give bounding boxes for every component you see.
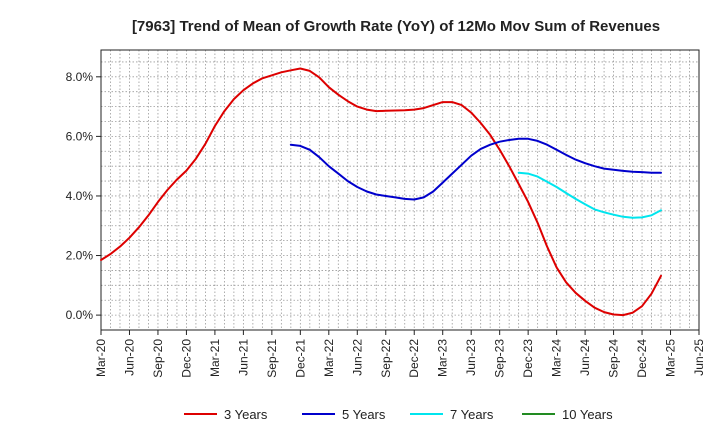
x-tick-label: Dec-24: [635, 339, 649, 378]
y-tick-label: 6.0%: [66, 129, 94, 143]
x-tick-label: Sep-22: [379, 339, 393, 378]
x-tick-label: Sep-23: [493, 339, 507, 378]
legend-item-7-years: 7 Years: [410, 407, 494, 422]
x-tick-label: Jun-23: [464, 339, 478, 376]
x-tick-label: Mar-22: [322, 339, 336, 377]
legend-label: 5 Years: [342, 407, 386, 422]
x-tick-label: Mar-24: [550, 339, 564, 377]
series-line-3-years: [100, 67, 662, 317]
x-tick-label: Jun-20: [122, 339, 136, 376]
legend: 3 Years 5 Years 7 Years 10 Years: [184, 407, 613, 422]
x-tick-label: Mar-20: [94, 339, 108, 377]
y-axis: 0.0% 2.0% 4.0% 6.0% 8.0%: [66, 70, 101, 322]
y-tick-label: 8.0%: [66, 70, 94, 84]
grid: [101, 50, 699, 330]
legend-item-3-years: 3 Years: [184, 407, 268, 422]
plot-frame: [100, 49, 700, 331]
y-tick-label: 2.0%: [66, 249, 94, 263]
x-tick-label: Mar-21: [208, 339, 222, 377]
x-tick-label: Jun-25: [692, 339, 706, 376]
series-lines: [100, 67, 662, 317]
x-tick-label: Jun-22: [350, 339, 364, 376]
x-tick-label: Jun-21: [236, 339, 250, 376]
x-tick-label: Dec-21: [293, 339, 307, 378]
series-line-5-years: [289, 137, 662, 201]
x-tick-label: Jun-24: [578, 339, 592, 376]
x-tick-label: Mar-23: [436, 339, 450, 377]
x-axis: Mar-20 Jun-20 Sep-20 Dec-20 Mar-21 Jun-21 Sep-…: [94, 330, 706, 378]
legend-item-10-years: 10 Years: [522, 407, 613, 422]
legend-item-5-years: 5 Years: [302, 407, 386, 422]
legend-label: 3 Years: [224, 407, 268, 422]
x-tick-label: Dec-23: [521, 339, 535, 378]
legend-label: 10 Years: [562, 407, 613, 422]
x-tick-label: Dec-20: [179, 339, 193, 378]
x-tick-label: Sep-24: [607, 339, 621, 378]
legend-label: 7 Years: [450, 407, 494, 422]
chart-title: [7963] Trend of Mean of Growth Rate (YoY…: [132, 18, 660, 35]
x-tick-label: Dec-22: [407, 339, 421, 378]
series-line-7-years: [517, 171, 662, 219]
y-tick-label: 0.0%: [66, 308, 94, 322]
x-tick-label: Sep-20: [151, 339, 165, 378]
y-tick-label: 4.0%: [66, 189, 94, 203]
x-tick-label: Mar-25: [664, 339, 678, 377]
x-tick-label: Sep-21: [265, 339, 279, 378]
